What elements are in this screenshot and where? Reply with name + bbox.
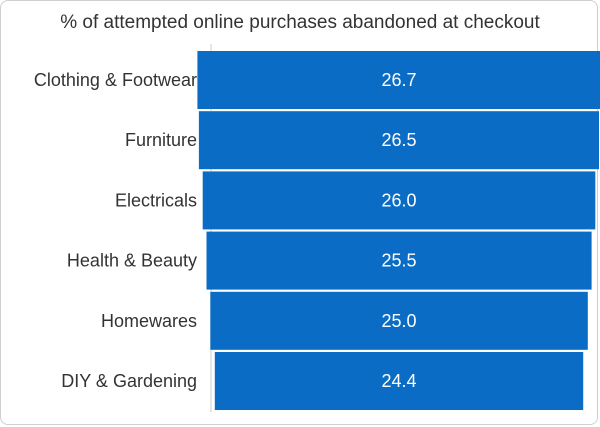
value-label-5: 24.4 [381, 371, 416, 391]
value-label-0: 26.7 [381, 70, 416, 90]
category-label-2: Electricals [115, 190, 197, 210]
bar-0 [197, 51, 600, 109]
bar-3 [206, 231, 592, 290]
labels-group: 26.7 Clothing & Footwear 26.5 Furniture 26.0… [34, 70, 417, 391]
category-label-3: Health & Beauty [67, 251, 197, 271]
bar-4 [210, 291, 588, 350]
chart-title: % of attempted online purchases abandone… [60, 12, 540, 33]
value-label-3: 25.5 [381, 251, 416, 271]
bar-1 [198, 111, 599, 170]
bars-group [197, 51, 600, 410]
category-label-1: Furniture [125, 130, 197, 150]
category-label-4: Homewares [101, 311, 197, 331]
value-label-4: 25.0 [381, 311, 416, 331]
value-label-1: 26.5 [381, 130, 416, 150]
value-label-2: 26.0 [381, 190, 416, 210]
category-label-0: Clothing & Footwear [34, 70, 197, 90]
bar-5 [214, 352, 584, 410]
bar-2 [202, 171, 596, 230]
category-label-5: DIY & Gardening [61, 371, 197, 391]
